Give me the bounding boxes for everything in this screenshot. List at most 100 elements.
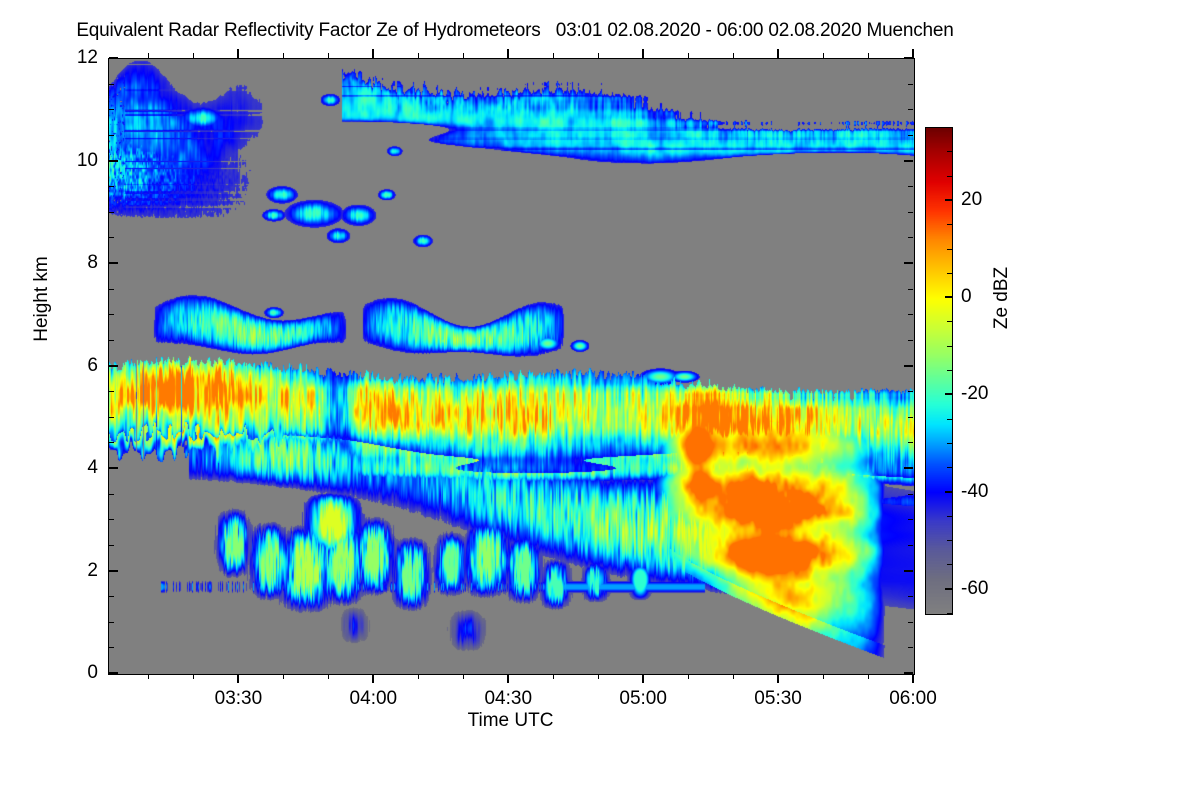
x-axis-minor-tick-top [148,53,150,58]
colorbar-minor-tick [947,224,952,226]
y-axis-minor-tick [109,391,114,393]
colorbar-minor-tick [947,515,952,517]
y-axis-title: Height km [31,256,52,342]
plot-area [108,58,915,675]
y-axis-minor-tick-right [908,186,913,188]
y-axis-minor-tick [109,237,114,239]
y-axis-major-tick [109,672,118,674]
x-axis-minor-tick [193,674,195,679]
y-axis-minor-tick [109,442,114,444]
x-axis-major-tick [642,674,645,683]
x-axis-minor-tick [868,674,870,679]
y-axis-minor-tick [109,186,114,188]
colorbar-major-tick [945,393,952,396]
x-axis-minor-tick [823,674,825,679]
colorbar-minor-tick [947,467,952,469]
y-axis-major-tick [109,364,118,367]
y-axis-minor-tick-right [908,339,913,341]
colorbar-minor-tick [947,175,952,177]
x-axis-minor-tick [148,674,150,679]
x-axis-minor-tick-top [688,53,690,58]
colorbar-minor-tick [947,272,952,274]
y-axis-minor-tick [109,544,114,546]
y-axis-minor-tick-right [908,237,913,239]
colorbar-tick-label: -60 [961,577,989,599]
colorbar-title: Ze dBZ [991,266,1012,330]
colorbar-tick-label: -20 [961,383,989,405]
x-axis-tick-label: 04:00 [349,688,398,709]
y-axis-major-tick-right [904,569,913,572]
x-axis-minor-tick [553,674,555,679]
y-axis-minor-tick [109,519,114,521]
y-axis-minor-tick-right [908,416,913,418]
y-axis-tick-label: 2 [87,559,98,581]
y-axis-minor-tick-right [908,647,913,649]
x-axis-tick-label: 05:00 [619,688,667,709]
y-axis-minor-tick-right [908,596,913,598]
x-axis-minor-tick-top [418,53,420,58]
colorbar-tick-label: 0 [961,286,972,308]
y-axis-major-tick [109,159,118,162]
x-axis-minor-tick-top [868,53,870,58]
y-axis-minor-tick-right [908,288,913,290]
y-axis-minor-tick [109,647,114,649]
colorbar-minor-tick [947,151,952,153]
y-axis-minor-tick [109,416,114,418]
y-axis-minor-tick [109,314,114,316]
y-axis-minor-tick [109,83,114,85]
y-axis-tick-label: 4 [87,457,98,478]
colorbar-major-tick [945,490,952,493]
x-axis-major-tick [777,674,780,683]
x-axis-minor-tick [688,674,690,679]
x-axis-minor-tick [463,674,465,679]
colorbar-gradient [926,128,952,614]
x-axis-minor-tick [283,674,285,679]
colorbar-minor-tick [947,127,952,128]
y-axis-minor-tick-right [908,442,913,444]
colorbar-minor-tick [947,418,952,420]
y-axis-major-tick [109,569,118,572]
y-axis-minor-tick [109,211,114,213]
y-axis-minor-tick-right [908,519,913,521]
x-axis-major-tick [237,674,240,683]
colorbar-tick-label: -40 [961,480,989,502]
x-axis-minor-tick-top [598,53,600,58]
x-axis-tick-label: 05:30 [754,688,802,709]
y-axis-minor-tick-right [908,109,913,111]
x-axis-tick-label: 06:00 [889,688,937,709]
x-axis-minor-tick-top [328,53,330,58]
x-axis-minor-tick-top [283,53,285,58]
y-axis-minor-tick-right [908,314,913,316]
y-axis-minor-tick [109,109,114,111]
colorbar-major-tick [945,587,952,590]
colorbar-minor-tick [947,248,952,250]
y-axis-minor-tick-right [908,621,913,623]
page-title: Equivalent Radar Reflectivity Factor Ze … [76,20,954,41]
y-axis-minor-tick-right [908,544,913,546]
y-axis-major-tick-right [904,262,913,264]
x-axis-major-tick-top [912,49,914,58]
x-axis-major-tick [372,674,375,683]
y-axis-tick-label: 6 [87,354,98,376]
colorbar-minor-tick [947,370,952,371]
y-axis-minor-tick [109,596,114,598]
colorbar-minor-tick [947,613,952,614]
y-axis-major-tick [109,57,118,59]
y-axis-minor-tick-right [908,493,913,495]
y-axis-tick-label: 8 [87,252,98,273]
y-axis-tick-label: 12 [76,47,98,68]
y-axis-minor-tick-right [908,391,913,393]
y-axis-minor-tick [109,339,114,341]
colorbar-major-tick [945,198,952,201]
y-axis-minor-tick [109,621,114,623]
x-axis-minor-tick [598,674,600,679]
colorbar-minor-tick [947,321,952,323]
x-axis-minor-tick-top [823,53,825,58]
y-axis-minor-tick-right [908,83,913,85]
colorbar-minor-tick [947,345,952,347]
x-axis-tick-label: 04:30 [484,688,533,709]
x-axis-minor-tick [733,674,735,679]
y-axis-tick-label: 10 [76,149,98,171]
x-axis-major-tick-top [777,49,780,58]
